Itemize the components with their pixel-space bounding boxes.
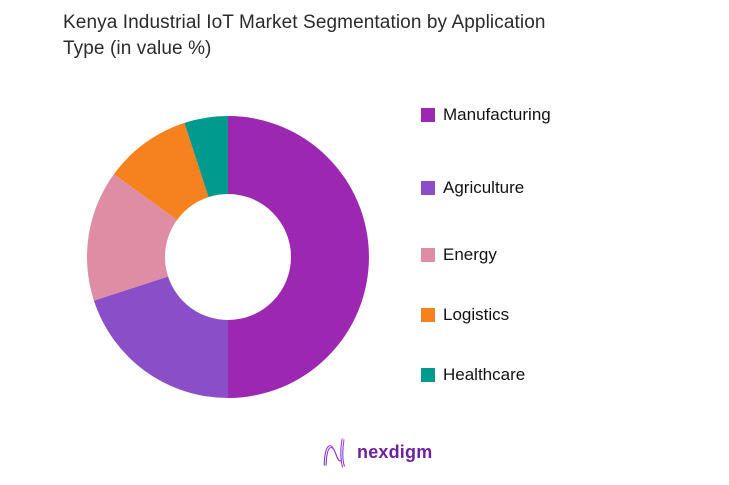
legend-item-agriculture: Agriculture [421, 177, 524, 199]
donut-slice-logistics [113, 122, 209, 220]
donut-chart [86, 116, 369, 398]
legend-item-manufacturing: Manufacturing [421, 104, 551, 126]
nexdigm-wordmark: nexdigm [357, 441, 433, 462]
legend-label-logistics: Logistics [443, 305, 510, 324]
legend-item-healthcare: Healthcare [421, 364, 525, 386]
legend-swatch-manufacturing [421, 108, 435, 122]
legend-swatch-logistics [421, 308, 435, 322]
legend-label-healthcare: Healthcare [443, 365, 526, 384]
chart-title-line1: Kenya Industrial IoT Market Segmentation… [63, 12, 546, 33]
nexdigm-logo: nexdigm [320, 436, 432, 468]
donut-slice-energy [86, 174, 178, 301]
legend-item-logistics: Logistics [421, 304, 509, 326]
donut-slice-healthcare [184, 116, 228, 198]
legend-label-manufacturing: Manufacturing [443, 105, 551, 124]
nexdigm-n-wave-icon [323, 438, 345, 468]
legend-label-agriculture: Agriculture [443, 178, 525, 197]
donut-slice-agriculture [93, 276, 229, 398]
donut-slice-manufacturing [228, 116, 369, 398]
chart-legend: Manufacturing Agriculture Energy Logistics H… [421, 104, 641, 394]
legend-item-energy: Energy [421, 244, 497, 266]
chart-title: Kenya Industrial IoT Market Segmentation… [63, 10, 683, 62]
legend-swatch-energy [421, 248, 435, 262]
legend-swatch-agriculture [421, 181, 435, 195]
chart-title-line2: Type (in value %) [63, 38, 212, 59]
legend-label-energy: Energy [443, 245, 497, 264]
legend-swatch-healthcare [421, 368, 435, 382]
